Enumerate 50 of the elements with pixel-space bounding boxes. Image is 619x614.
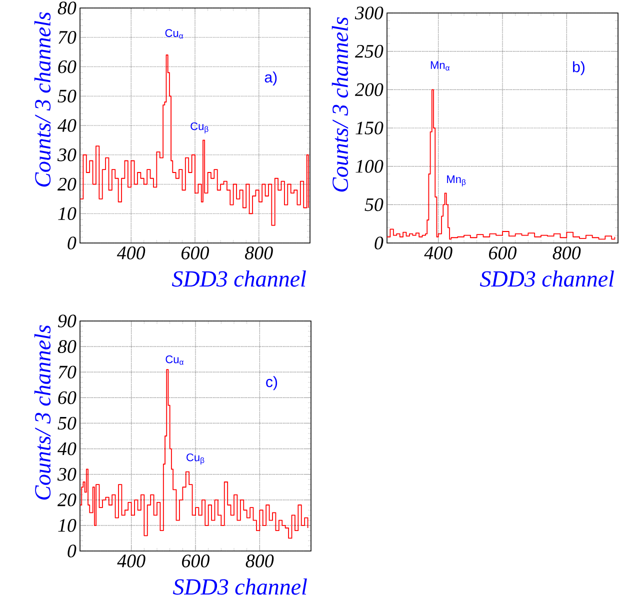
annotation: Cu$_{α}$ xyxy=(166,355,184,365)
annotation: Mn$_{α}$ xyxy=(430,61,450,71)
y-axis-title: Counts/ 3 channels xyxy=(34,325,51,500)
x-tick-label: 800 xyxy=(552,246,581,260)
annotation: Cu$_{β}$ xyxy=(190,122,208,134)
y-tick-label: 100 xyxy=(356,160,384,173)
y-tick-label: 90 xyxy=(58,314,76,328)
x-tick-label: 600 xyxy=(182,246,210,260)
annotation: Mn$_{β}$ xyxy=(447,175,466,186)
y-tick-label: 10 xyxy=(58,519,76,532)
y-tick-label: 50 xyxy=(58,416,76,430)
x-tick-label: 600 xyxy=(489,246,517,260)
y-tick-label: 300 xyxy=(354,6,384,20)
y-tick-label: 0 xyxy=(374,236,384,250)
y-tick-label: 0 xyxy=(68,236,76,250)
y-tick-label: 200 xyxy=(354,83,384,96)
y-tick-label: 150 xyxy=(356,122,384,134)
x-tick-label: 800 xyxy=(245,246,273,260)
x-tick-label: 400 xyxy=(116,246,146,260)
annotation: Cu$_{β}$ xyxy=(186,453,204,465)
y-tick-label: 20 xyxy=(57,493,76,506)
x-axis-title: SDD3 channel xyxy=(172,578,307,595)
y-tick-label: 60 xyxy=(58,391,76,404)
y-tick-label: 60 xyxy=(58,60,76,74)
y-tick-label: 10 xyxy=(58,207,76,220)
y-tick-label: 250 xyxy=(354,44,384,58)
y-tick-label: 50 xyxy=(364,198,384,212)
y-tick-label: 70 xyxy=(58,366,76,379)
y-tick-label: 80 xyxy=(58,340,76,353)
y-axis-title: Counts/ 3 channels xyxy=(332,17,348,192)
y-tick-label: 0 xyxy=(68,544,76,558)
y-tick-label: 40 xyxy=(58,119,76,132)
y-tick-label: 30 xyxy=(57,468,76,481)
y-tick-label: 40 xyxy=(58,442,76,456)
x-axis-title: SDD3 channel xyxy=(172,270,306,287)
annotation: Cu$_{α}$ xyxy=(165,29,184,39)
y-tick-label: 70 xyxy=(58,30,76,44)
x-axis-title: SDD3 channel xyxy=(480,270,614,287)
annotation: b) xyxy=(573,61,584,76)
x-tick-label: 800 xyxy=(246,554,274,568)
y-tick-label: 80 xyxy=(58,2,76,14)
x-tick-label: 600 xyxy=(182,554,210,568)
annotation: c) xyxy=(266,376,278,390)
annotation: a) xyxy=(264,72,277,86)
y-axis-title: Counts/ 3 channels xyxy=(34,12,51,187)
x-tick-label: 400 xyxy=(424,246,452,260)
x-tick-label: 400 xyxy=(117,554,146,568)
y-tick-label: 50 xyxy=(58,90,76,103)
y-tick-label: 20 xyxy=(57,178,76,191)
y-tick-label: 30 xyxy=(57,148,76,162)
